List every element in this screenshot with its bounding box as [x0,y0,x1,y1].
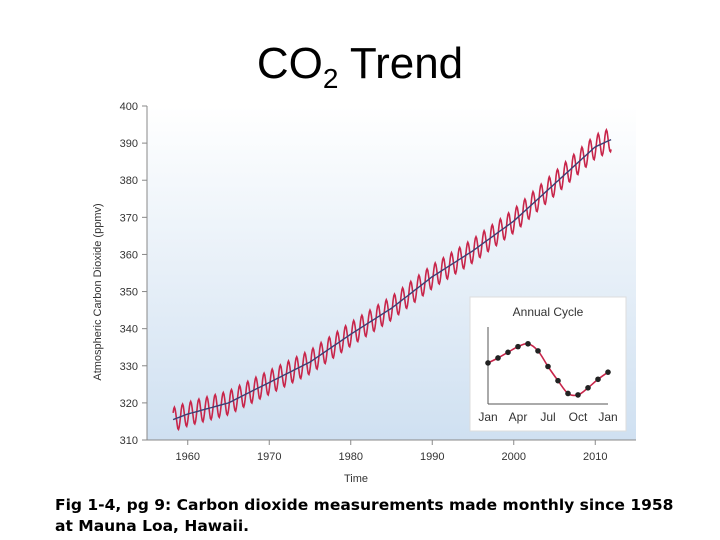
trend-co2-line [172,138,612,421]
x-tick-label: 1990 [420,451,444,463]
slide-title: CO2 Trend [0,39,720,95]
y-tick-label: 350 [120,287,138,299]
x-tick-label: 1960 [176,451,200,463]
annual-cycle-point [545,363,551,370]
annual-cycle-point [485,360,491,366]
inset-tick-label: Oct [569,410,588,424]
x-tick-label: 2010 [583,451,607,463]
y-axis-title: Atmospheric Carbon Dioxide (ppmv) [92,203,104,380]
x-tick-label: 1970 [257,451,281,463]
title-subscript: 2 [322,63,339,94]
annual-cycle-point [555,377,561,384]
y-tick-label: 370 [120,212,138,224]
annual-cycle-point [535,348,541,354]
title-rest: Trend [338,39,464,88]
series-layer [172,127,612,432]
annual-cycle-point [525,340,531,347]
x-axis-title: Time [344,473,368,485]
annual-cycle-point [515,343,521,350]
inset-tick-label: Jan [478,410,497,424]
y-tick-label: 380 [120,175,138,187]
annual-cycle-point [585,385,591,391]
axes: 310 320 330 340 350 360 370 380 390 400 1960 1970 19… [120,101,636,463]
x-tick-label: 1980 [339,451,363,463]
annual-cycle-point [595,376,601,383]
y-tick-label: 400 [120,101,138,113]
inset-tick-label: Apr [509,410,528,424]
y-tick-label: 330 [120,361,138,373]
annual-cycle-point [605,369,611,375]
y-tick-label: 390 [120,138,138,150]
y-tick-label: 310 [120,435,138,447]
title-main: CO [256,39,323,88]
y-tick-label: 320 [120,398,138,410]
inset-tick-label: Jul [540,410,555,424]
annual-cycle-point [565,390,571,397]
inset-tick-label: Jan [598,410,617,424]
inset-title: Annual Cycle [513,305,584,319]
figure-caption: Fig 1-4, pg 9: Carbon dioxide measuremen… [55,496,674,535]
annual-cycle-inset: Annual Cycle Jan Apr Jul Oct Jan [469,296,627,432]
annual-cycle-point [495,355,501,361]
x-tick-label: 2000 [502,451,526,463]
annual-cycle-point [505,349,511,356]
annual-cycle-point [575,392,581,398]
monthly-co2-line [172,127,612,432]
y-tick-label: 340 [120,324,138,336]
y-tick-label: 360 [120,249,138,261]
